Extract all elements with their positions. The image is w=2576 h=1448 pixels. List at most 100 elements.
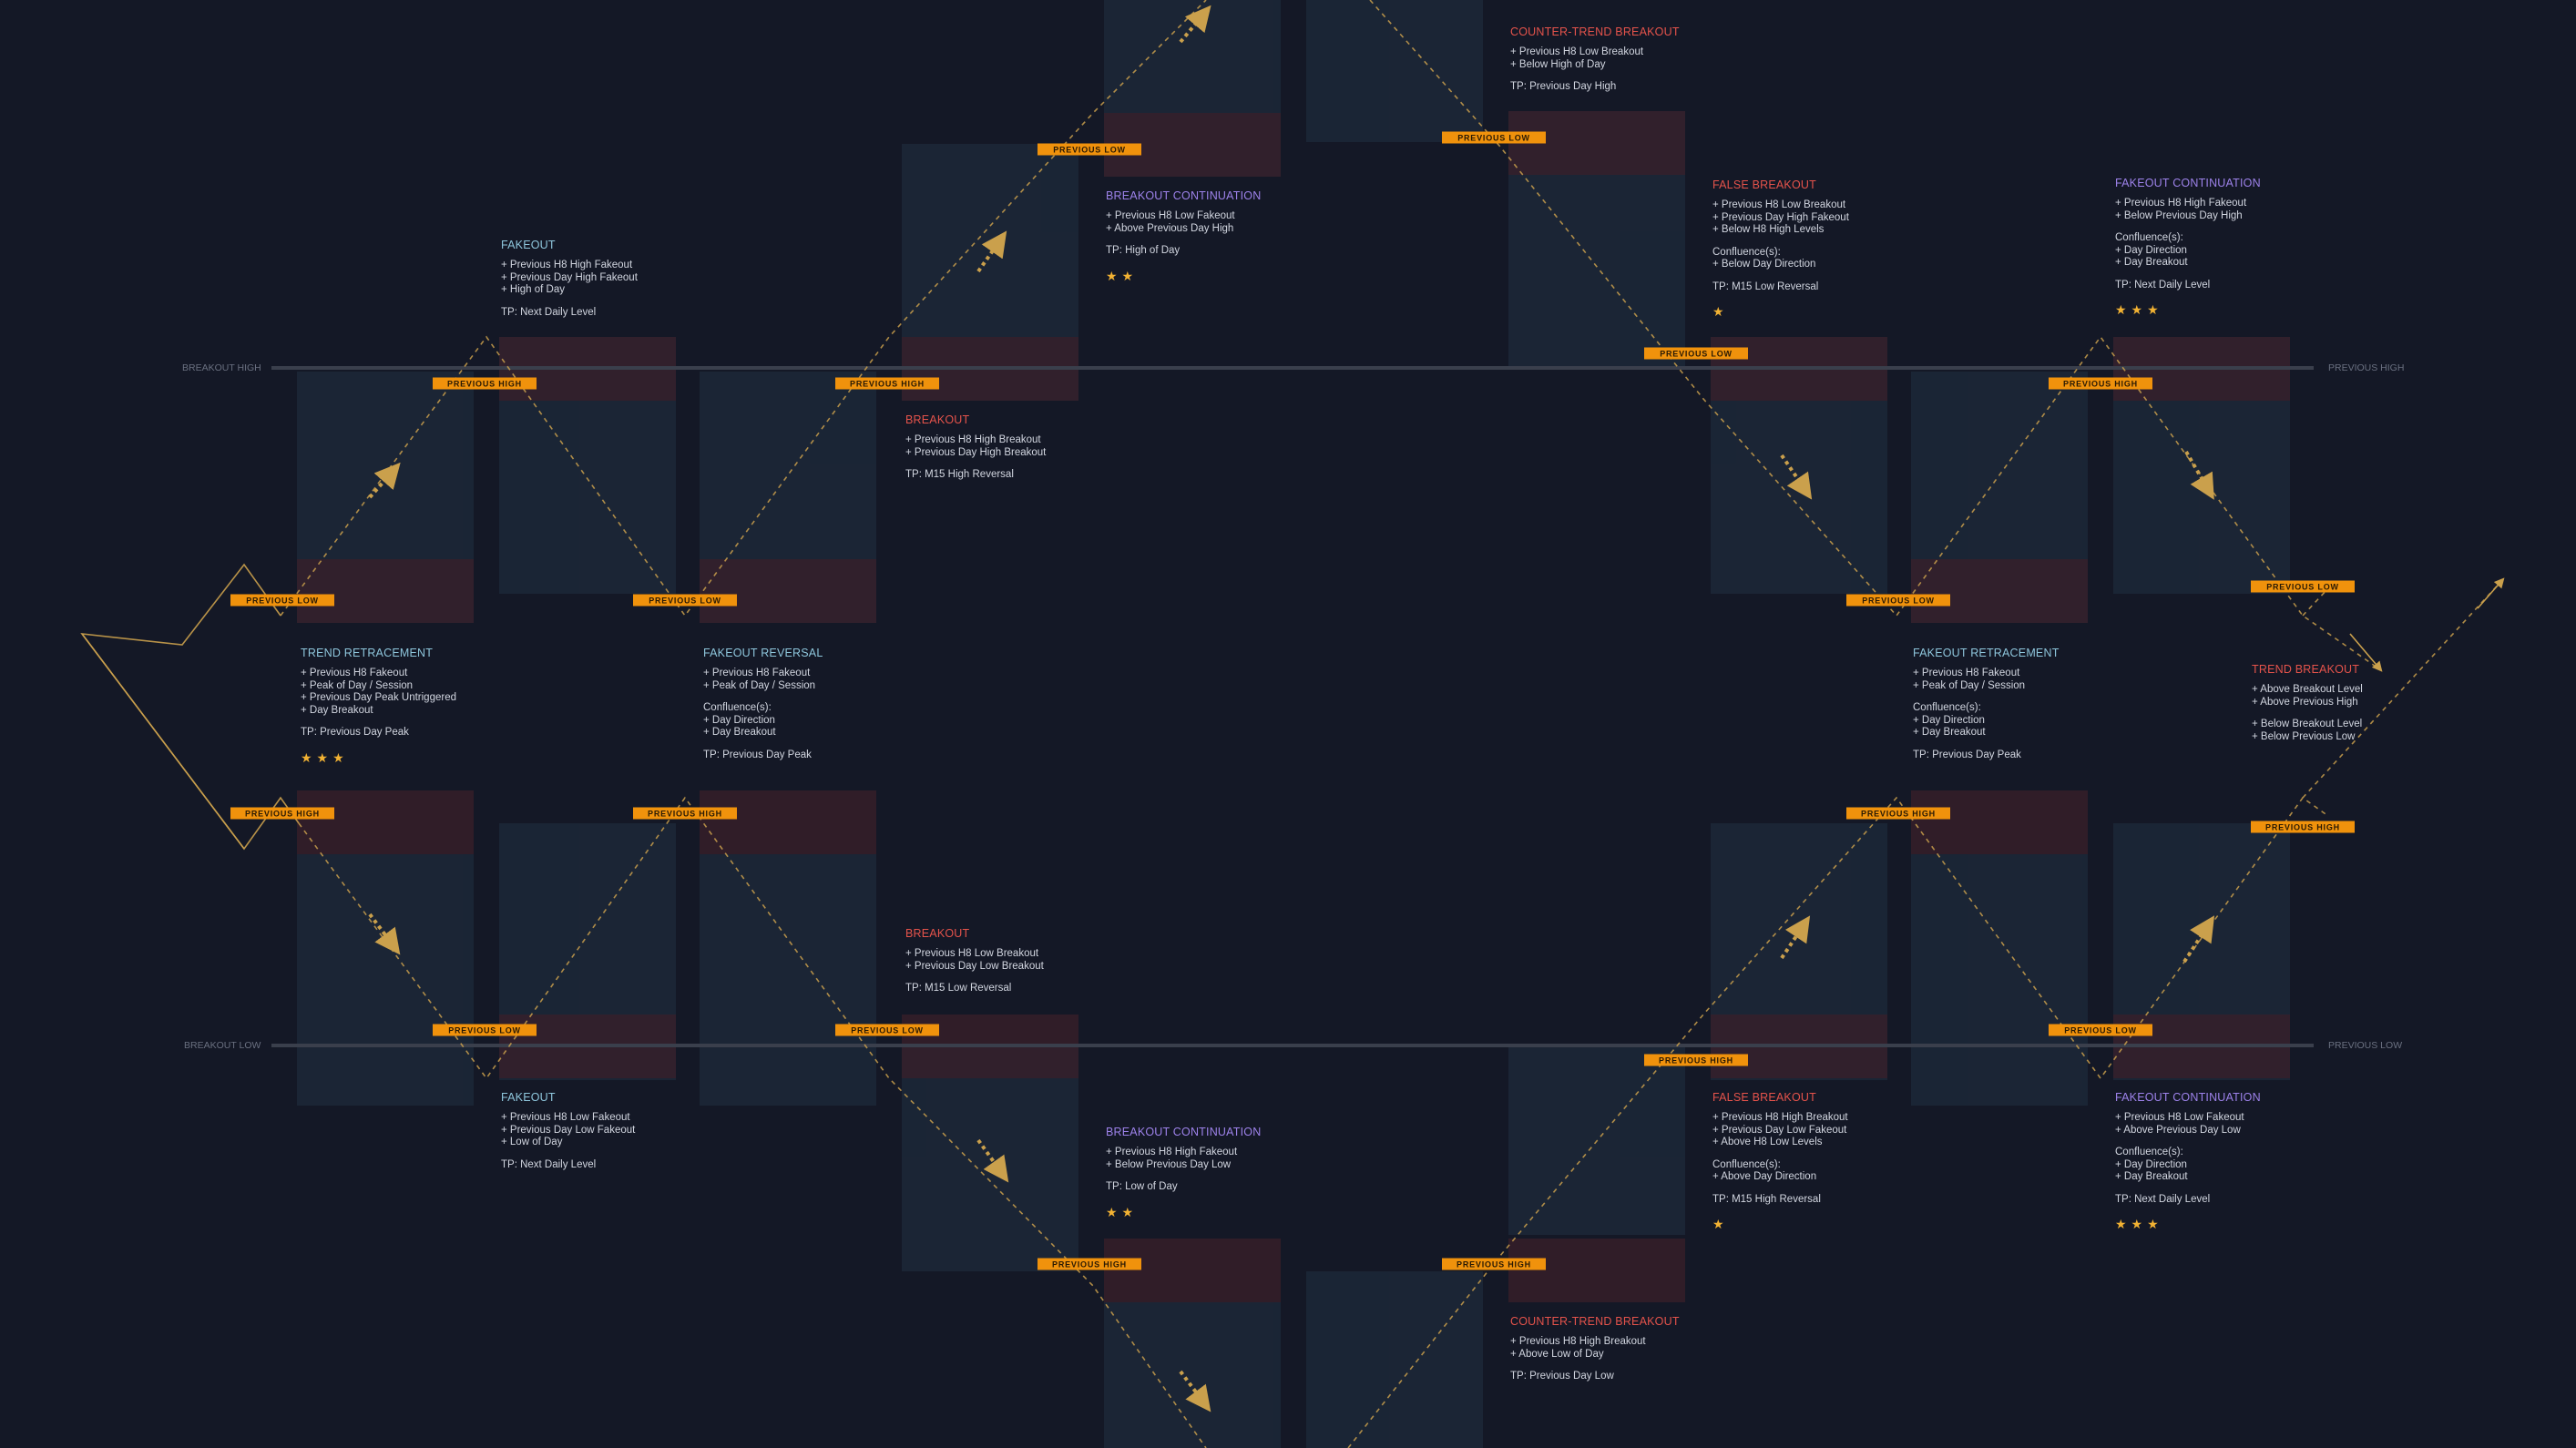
price-path-lower (2302, 578, 2504, 799)
level-label: BREAKOUT LOW (184, 1040, 261, 1051)
card-line: + Above Previous Day Low (2115, 1124, 2241, 1136)
arrow-up (1780, 915, 1811, 960)
previous-high-tag: PREVIOUS HIGH (433, 377, 537, 390)
card-line: + Day Direction (2115, 1158, 2187, 1170)
card-line: + Day Direction (1913, 714, 1985, 726)
zone (297, 790, 474, 854)
tag-label: PREVIOUS LOW (2064, 1026, 2137, 1035)
card-title: FALSE BREAKOUT (1712, 1091, 1816, 1104)
card-line: + Above H8 Low Levels (1712, 1137, 1823, 1147)
card-line: + Day Direction (2115, 244, 2187, 256)
card-line: Confluence(s): (1913, 702, 1981, 713)
tag-background (1442, 1258, 1546, 1270)
previous-high-tag: PREVIOUS HIGH (633, 807, 737, 820)
tag-background (433, 377, 537, 390)
card-line: + Previous Day Low Fakeout (1712, 1124, 1847, 1136)
tag-label: PREVIOUS LOW (246, 597, 319, 606)
tag-background (835, 377, 939, 390)
card-title: TREND BREAKOUT (2252, 663, 2360, 676)
card-tp: TP: Previous Day Peak (703, 749, 812, 760)
card-line: + Previous H8 High Fakeout (1106, 1147, 1238, 1157)
card-breakout-bottom: BREAKOUT + Previous H8 Low Breakout + Pr… (905, 927, 1115, 995)
card-fakeout-retracement: FAKEOUT RETRACEMENT + Previous H8 Fakeou… (1913, 647, 2122, 761)
tag-label: PREVIOUS LOW (851, 1026, 924, 1035)
tag-background (2049, 1024, 2152, 1036)
card-line: Confluence(s): (703, 702, 772, 713)
tag-label: PREVIOUS LOW (448, 1026, 521, 1035)
card-line: + Previous H8 Low Fakeout (2115, 1112, 2244, 1123)
card-line: + Above Previous High (2252, 696, 2358, 708)
tag-label: PREVIOUS LOW (1457, 134, 1530, 143)
card-line: + Low of Day (501, 1137, 563, 1147)
zone (1104, 1239, 1281, 1302)
card-counter-trend-bottom: COUNTER-TREND BREAKOUT + Previous H8 Hig… (1510, 1315, 1720, 1383)
card-line: Confluence(s): (2115, 232, 2183, 243)
entry-path (81, 633, 245, 850)
zone (1911, 559, 2088, 623)
card-line: + Previous H8 Fakeout (1913, 668, 2020, 678)
card-line: + High of Day (501, 284, 565, 295)
thin-arrows (2349, 577, 2505, 672)
card-tp: TP: Low of Day (1106, 1181, 1178, 1192)
price-path-lower (298, 796, 1207, 1448)
card-line: + Above Previous Day High (1106, 222, 1234, 234)
card-tp: TP: Next Daily Level (501, 306, 597, 318)
card-title: FAKEOUT (501, 1091, 556, 1104)
card-tp: TP: High of Day (1106, 245, 1181, 256)
card-line: + Previous H8 Fakeout (301, 668, 408, 678)
tag-background (633, 807, 737, 820)
card-line: + Below Previous Low (2252, 730, 2356, 742)
level-label: PREVIOUS HIGH (2328, 362, 2404, 373)
zone (1508, 1239, 1685, 1302)
zone (700, 559, 876, 623)
session-box (700, 854, 876, 1106)
tag-background (2251, 580, 2355, 593)
card-line: + Day Breakout (2115, 257, 2188, 268)
direction-arrows (368, 5, 2215, 1412)
card-title: TREND RETRACEMENT (301, 647, 434, 659)
card-title: COUNTER-TREND BREAKOUT (1510, 1315, 1680, 1328)
rating-stars: ★★★ (2115, 302, 2163, 317)
zones (297, 111, 2290, 1302)
tag-label: PREVIOUS HIGH (850, 380, 925, 389)
tag-background (1846, 594, 1950, 607)
card-line: + Below Previous Day High (2115, 209, 2243, 221)
previous-low-tag: PREVIOUS LOW (230, 594, 334, 607)
arrow-down (2184, 450, 2214, 500)
card-line: + Previous H8 Fakeout (703, 668, 811, 678)
card-trend-breakout: TREND BREAKOUT + Above Breakout Level + … (2252, 663, 2461, 743)
card-line: + Previous Day High Fakeout (1712, 211, 1849, 223)
tag-background (2049, 377, 2152, 390)
card-line: + Above Day Direction (1712, 1171, 1817, 1182)
card-title: COUNTER-TREND BREAKOUT (1510, 25, 1680, 38)
previous-low-tag: PREVIOUS LOW (433, 1024, 537, 1036)
zone (297, 559, 474, 623)
card-tp: TP: M15 High Reversal (905, 469, 1014, 480)
zone (700, 790, 876, 854)
rating-stars: ★★★ (301, 749, 349, 765)
previous-high-tag: PREVIOUS HIGH (1038, 1258, 1141, 1270)
card-line: + Day Direction (703, 714, 775, 726)
level-label: PREVIOUS LOW (2328, 1040, 2402, 1051)
card-line: + Previous H8 Low Fakeout (1106, 210, 1235, 221)
card-title: FAKEOUT RETRACEMENT (1913, 647, 2060, 659)
card-line: + Peak of Day / Session (301, 679, 414, 691)
card-breakout-top: BREAKOUT + Previous H8 High Breakout + P… (905, 413, 1115, 482)
card-line: + Previous H8 High Breakout (905, 434, 1041, 445)
card-tp: TP: Previous Day Peak (301, 727, 409, 738)
card-tp: TP: Next Daily Level (501, 1158, 597, 1170)
tag-label: PREVIOUS LOW (2266, 583, 2339, 592)
tag-label: PREVIOUS HIGH (1861, 810, 1936, 819)
tag-background (1038, 143, 1141, 156)
card-line: Confluence(s): (1712, 1158, 1781, 1170)
session-box (1104, 1302, 1281, 1448)
card-title: FAKEOUT CONTINUATION (2115, 177, 2261, 189)
tag-label: PREVIOUS HIGH (1052, 1260, 1127, 1270)
arrow-up (976, 230, 1007, 273)
card-line: Confluence(s): (1712, 246, 1781, 258)
arrow-down (2349, 633, 2383, 672)
previous-low-tag: PREVIOUS LOW (633, 594, 737, 607)
tag-label: PREVIOUS HIGH (2265, 823, 2340, 832)
